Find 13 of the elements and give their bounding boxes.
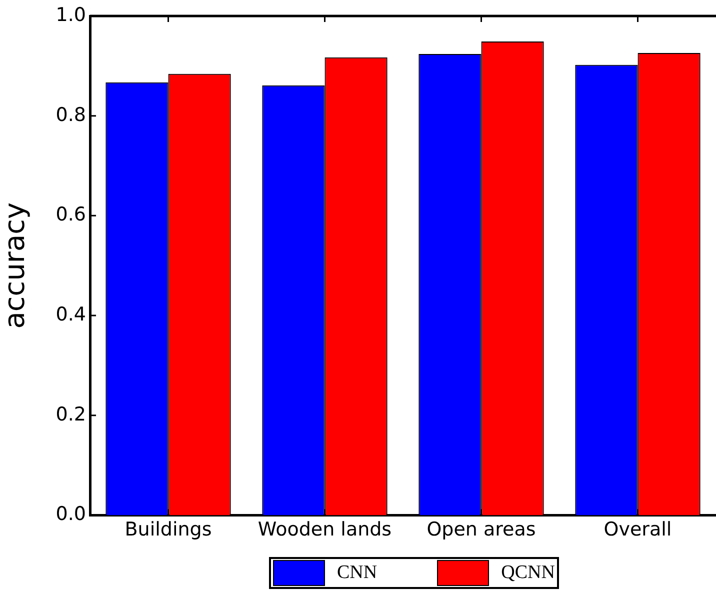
y-tick-label: 0.8 (56, 104, 86, 126)
x-tick-label: Open areas (426, 518, 536, 541)
y-tick-label: 1.0 (56, 4, 86, 26)
legend-label: CNN (337, 562, 378, 584)
y-tick-label: 0.2 (56, 403, 86, 426)
y-tick-label: 0.0 (56, 503, 86, 526)
text: QCNN (501, 562, 555, 584)
x-tick-label: Buildings (124, 518, 212, 541)
y-axis-title: accuracy (0, 202, 32, 329)
y-tick-label: 0.6 (56, 204, 86, 226)
x-tick-label: Overall (604, 518, 672, 541)
y-tick-label: 0.4 (56, 303, 86, 326)
x-tick-label: Wooden lands (258, 518, 392, 541)
